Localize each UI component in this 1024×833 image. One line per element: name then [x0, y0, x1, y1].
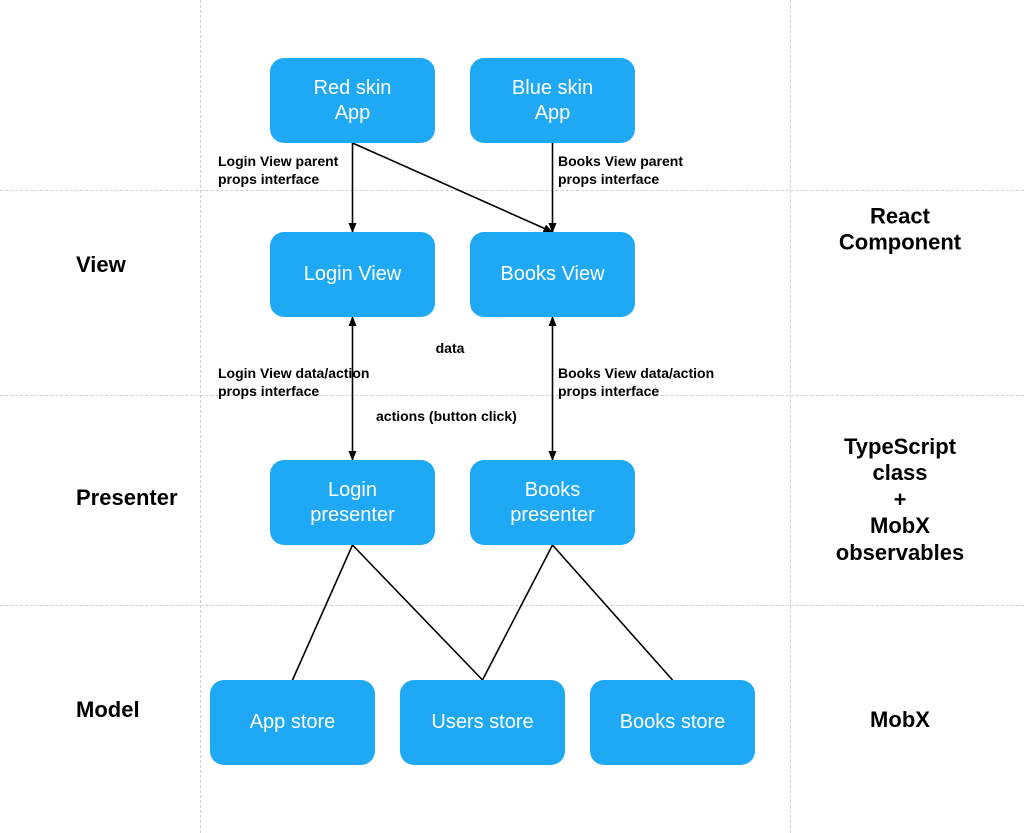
tech-label-ts: TypeScript class + MobX observables	[836, 434, 964, 566]
row-divider-3	[0, 605, 1024, 606]
tech-label-mobx: MobX	[870, 707, 930, 733]
node-books-view: Books View	[470, 232, 635, 317]
node-login-view: Login View	[270, 232, 435, 317]
edge-e-lp-users	[353, 545, 483, 680]
edge-e-bp-books	[553, 545, 673, 680]
edge-label-data: data	[436, 339, 465, 357]
node-blue-skin-app: Blue skin App	[470, 58, 635, 143]
node-users-store: Users store	[400, 680, 565, 765]
node-books-store: Books store	[590, 680, 755, 765]
node-label: Books store	[620, 710, 726, 735]
row-label-presenter: Presenter	[76, 485, 178, 511]
node-label: Login View	[304, 262, 401, 287]
node-label: App store	[250, 710, 336, 735]
diagram-canvas: Red skin App Blue skin App Login View Bo…	[0, 0, 1024, 833]
edge-e-bp-users	[483, 545, 553, 680]
edge-label-actions: actions (button click)	[376, 407, 517, 425]
col-divider-1	[200, 0, 201, 833]
node-app-store: App store	[210, 680, 375, 765]
row-divider-2	[0, 395, 1024, 396]
tech-label-react: React Component	[839, 204, 961, 257]
node-label: Users store	[431, 710, 533, 735]
edge-e-lp-app	[293, 545, 353, 680]
edge-label-books-parent: Books View parent props interface	[558, 152, 683, 188]
node-label: Blue skin App	[512, 76, 593, 126]
row-label-model: Model	[76, 697, 140, 723]
node-label: Red skin App	[314, 76, 392, 126]
col-divider-2	[790, 0, 791, 833]
node-red-skin-app: Red skin App	[270, 58, 435, 143]
edge-label-login-data: Login View data/action props interface	[218, 364, 369, 400]
row-label-view: View	[76, 252, 126, 278]
node-label: Books View	[500, 262, 604, 287]
edge-label-login-parent: Login View parent props interface	[218, 152, 338, 188]
node-label: Login presenter	[310, 478, 395, 528]
edge-label-books-data: Books View data/action props interface	[558, 364, 714, 400]
node-login-presenter: Login presenter	[270, 460, 435, 545]
node-label: Books presenter	[510, 478, 595, 528]
edge-e-red-books	[353, 143, 553, 232]
node-books-presenter: Books presenter	[470, 460, 635, 545]
row-divider-1	[0, 190, 1024, 191]
